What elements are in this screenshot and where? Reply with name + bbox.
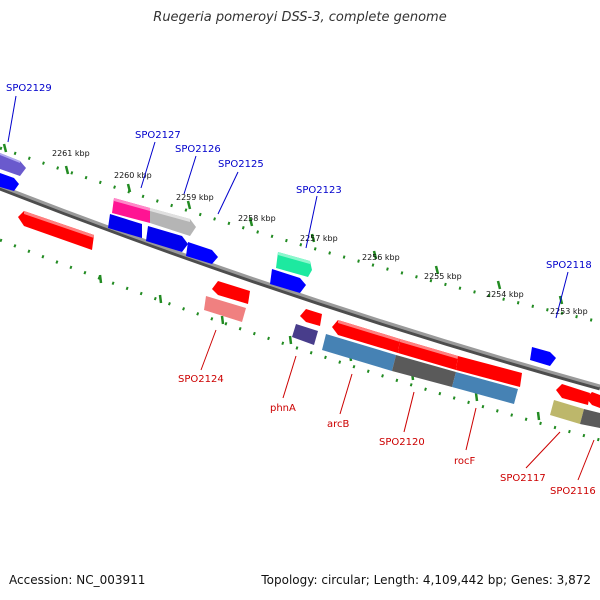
accession-label: Accession: NC_003911: [9, 573, 146, 587]
gene-feature[interactable]: [392, 355, 456, 387]
gene-feature-highlight: [150, 208, 190, 222]
gene-label[interactable]: SPO2129: [6, 83, 52, 94]
gene-feature[interactable]: [300, 309, 322, 326]
gene-label[interactable]: SPO2127: [135, 130, 181, 141]
gene-feature-highlight: [278, 252, 310, 264]
gene-feature[interactable]: [530, 347, 556, 366]
gene-feature[interactable]: [322, 334, 396, 371]
gene-feature[interactable]: [292, 324, 318, 345]
gene-feature[interactable]: [586, 392, 600, 408]
gene-feature[interactable]: [332, 320, 400, 353]
gene-feature-highlight: [400, 339, 458, 359]
gene-label[interactable]: SPO2124: [178, 374, 224, 385]
gene-label[interactable]: SPO2117: [500, 473, 546, 484]
lower-scale-ring: [0, 238, 600, 442]
kbp-label: 2260 kbp: [114, 171, 152, 180]
lower-major-ticks: [98, 274, 541, 421]
reverse-strand-features: [18, 211, 600, 428]
gene-feature[interactable]: [212, 281, 250, 304]
forward-leader-lines: [7, 95, 569, 319]
gene-label[interactable]: SPO2126: [175, 144, 221, 155]
gene-feature[interactable]: [108, 214, 142, 238]
gene-feature-highlight: [24, 211, 94, 238]
reverse-leader-lines: [200, 329, 595, 481]
upper-scale-ring: [0, 146, 600, 324]
gene-feature[interactable]: [0, 153, 26, 176]
kbp-label: 2253 kbp: [550, 307, 588, 316]
gene-feature[interactable]: [146, 226, 188, 252]
kbp-label: 2256 kbp: [362, 253, 400, 262]
gene-label[interactable]: arcB: [327, 419, 350, 430]
kbp-label: 2261 kbp: [52, 149, 90, 158]
gene-feature-highlight: [0, 153, 20, 163]
gene-feature-highlight: [338, 320, 400, 342]
gene-feature[interactable]: [456, 356, 522, 387]
gene-feature[interactable]: [556, 384, 590, 405]
gene-feature[interactable]: [276, 252, 312, 277]
gene-label[interactable]: SPO2118: [546, 260, 592, 271]
kbp-label: 2257 kbp: [300, 234, 338, 243]
gene-feature[interactable]: [150, 208, 196, 236]
genome-summary: Topology: circular; Length: 4,109,442 bp…: [261, 573, 591, 587]
gene-feature[interactable]: [270, 269, 306, 293]
gene-feature[interactable]: [452, 372, 518, 404]
gene-feature[interactable]: [398, 339, 458, 370]
gene-label[interactable]: SPO2120: [379, 437, 425, 448]
gene-feature[interactable]: [18, 211, 94, 250]
gene-feature[interactable]: [550, 400, 584, 424]
gene-label[interactable]: phnA: [270, 403, 296, 414]
gene-feature[interactable]: [186, 242, 218, 264]
gene-feature[interactable]: [0, 173, 19, 191]
kbp-label: 2258 kbp: [238, 214, 276, 223]
gene-feature[interactable]: [580, 409, 600, 428]
gene-label[interactable]: SPO2116: [550, 486, 596, 497]
kbp-label: 2259 kbp: [176, 193, 214, 202]
gene-feature[interactable]: [204, 296, 246, 322]
gene-label[interactable]: SPO2125: [218, 159, 264, 170]
backbone-shadow: [0, 185, 600, 391]
gene-feature[interactable]: [112, 198, 150, 223]
gene-feature-highlight: [114, 198, 150, 211]
gene-label[interactable]: rocF: [454, 456, 476, 467]
gene-label[interactable]: SPO2123: [296, 185, 342, 196]
backbone: [0, 184, 600, 388]
forward-strand-features: [0, 153, 556, 366]
map-title: Ruegeria pomeroyi DSS-3, complete genome: [153, 10, 447, 25]
kbp-label: 2255 kbp: [424, 272, 462, 281]
kbp-label: 2254 kbp: [486, 290, 524, 299]
